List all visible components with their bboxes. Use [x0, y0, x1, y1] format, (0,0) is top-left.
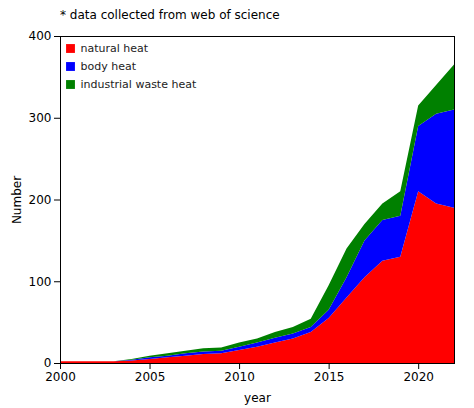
svg-text:300: 300 [29, 111, 52, 125]
svg-text:2020: 2020 [403, 370, 434, 384]
svg-text:2010: 2010 [224, 370, 255, 384]
svg-text:body heat: body heat [81, 60, 137, 73]
svg-text:100: 100 [29, 275, 52, 289]
svg-text:2015: 2015 [314, 370, 345, 384]
svg-text:200: 200 [29, 193, 52, 207]
html-text:* data collected from web of s: * data collected from web of science [60, 8, 280, 22]
svg-text:2000: 2000 [45, 370, 76, 384]
svg-text:0: 0 [44, 356, 52, 370]
svg-text:industrial waste heat: industrial waste heat [81, 78, 197, 91]
svg-text:Number: Number [10, 176, 24, 224]
svg-text:400: 400 [29, 29, 52, 43]
svg-text:year: year [244, 391, 271, 405]
svg-text:2005: 2005 [135, 370, 166, 384]
svg-text:natural heat: natural heat [81, 42, 149, 55]
